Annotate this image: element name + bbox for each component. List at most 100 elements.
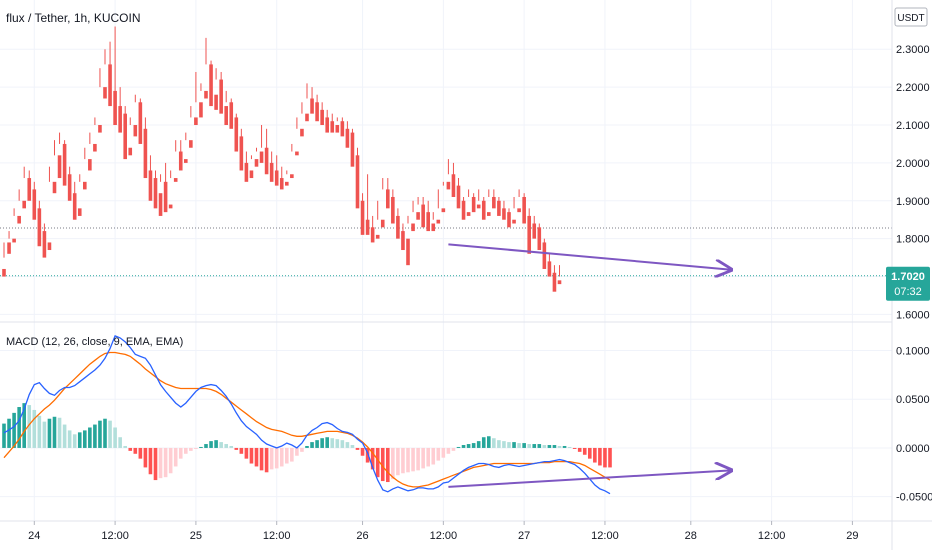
- macd-pane[interactable]: [2, 335, 731, 495]
- candle-body: [527, 215, 531, 254]
- candle: [189, 106, 193, 148]
- labels: flux / Tether, 1h, KUCOIN MACD (12, 26, …: [6, 7, 930, 348]
- histogram-bar: [370, 447, 375, 470]
- candle-body: [436, 219, 441, 224]
- candle: [279, 166, 284, 190]
- candle: [148, 155, 153, 201]
- candle-body: [128, 147, 133, 156]
- histogram-bar: [446, 447, 451, 454]
- candle: [83, 147, 87, 190]
- candle-body: [295, 151, 299, 156]
- candle-body: [310, 98, 314, 114]
- candle-body: [426, 212, 430, 232]
- candle: [406, 215, 410, 266]
- histogram-bar: [209, 441, 213, 448]
- candle: [77, 174, 82, 216]
- candle-body: [32, 189, 37, 220]
- histogram-bar: [279, 447, 284, 467]
- candle-body: [22, 200, 26, 209]
- histogram-bar: [537, 444, 542, 448]
- candle-body: [72, 193, 77, 220]
- candle: [254, 147, 259, 167]
- candle-body: [214, 94, 218, 110]
- candle: [62, 140, 67, 186]
- histogram-bar: [471, 443, 476, 448]
- candle-body: [476, 204, 481, 209]
- candle: [168, 170, 173, 209]
- time-tick-label: 12:00: [430, 530, 458, 542]
- candle-body: [274, 170, 279, 186]
- histogram-bar: [52, 416, 57, 448]
- candle: [522, 193, 526, 224]
- candle: [305, 83, 309, 122]
- candle-body: [62, 143, 67, 186]
- time-tick-label: 12:00: [101, 530, 129, 542]
- candle-body: [143, 128, 148, 179]
- candle: [72, 181, 77, 220]
- candle: [67, 166, 72, 201]
- price-pane[interactable]: [0, 26, 892, 292]
- candle-body: [173, 178, 178, 182]
- candle: [244, 151, 249, 182]
- candle: [2, 242, 6, 277]
- candle-body: [497, 200, 501, 216]
- candle-body: [77, 208, 82, 216]
- candle-body: [118, 106, 122, 133]
- histogram-bar: [259, 447, 264, 471]
- candle: [476, 189, 481, 209]
- candle-body: [431, 223, 436, 232]
- histogram-bar: [522, 443, 526, 448]
- histogram-bar: [476, 441, 481, 448]
- histogram-bar: [199, 446, 203, 448]
- histogram-bar: [153, 447, 158, 481]
- candle: [456, 178, 461, 209]
- candle-body: [290, 174, 294, 179]
- candle-body: [300, 128, 304, 137]
- histogram-bar: [62, 424, 67, 448]
- candle: [138, 98, 143, 144]
- candle: [492, 189, 496, 209]
- candle: [411, 200, 415, 232]
- candle-body: [264, 147, 269, 175]
- candle: [375, 200, 380, 239]
- histogram-bar: [365, 447, 370, 463]
- price-tick-label: 2.1000: [896, 120, 930, 132]
- candle-body: [492, 196, 496, 209]
- histogram-bar: [229, 445, 234, 448]
- candle: [396, 208, 400, 239]
- time-tick-label: 24: [28, 530, 40, 542]
- candle-body: [279, 178, 284, 190]
- candle-body: [532, 223, 537, 239]
- candle-body: [350, 132, 355, 167]
- histogram-bar: [77, 432, 82, 448]
- candle-body: [189, 140, 193, 148]
- candle-body: [552, 272, 557, 292]
- candle-body: [456, 185, 461, 209]
- candle-countdown: 07:32: [894, 286, 922, 298]
- current-price-value: 1.7020: [891, 271, 925, 283]
- candle-body: [168, 204, 173, 209]
- candle-body: [108, 64, 112, 107]
- histogram-bar: [290, 447, 294, 462]
- candle-body: [52, 181, 57, 194]
- currency-button[interactable]: USDT: [894, 7, 928, 27]
- candle-body: [47, 242, 52, 251]
- histogram-bar: [411, 447, 415, 472]
- histogram-bar: [532, 444, 537, 448]
- candle: [350, 128, 355, 167]
- histogram-bar: [12, 412, 16, 448]
- histogram-bar: [512, 442, 516, 448]
- histogram-bar: [330, 438, 335, 448]
- histogram-bar: [83, 430, 87, 448]
- candle: [416, 196, 420, 220]
- candle-body: [158, 193, 163, 216]
- histogram-bar: [567, 446, 572, 448]
- histogram-bar: [108, 420, 112, 448]
- histogram-bar: [123, 445, 127, 448]
- candle: [133, 94, 138, 137]
- histogram-bar: [168, 447, 173, 474]
- histogram-bar: [57, 417, 62, 448]
- histogram-bar: [441, 447, 446, 458]
- histogram-bar: [158, 447, 163, 479]
